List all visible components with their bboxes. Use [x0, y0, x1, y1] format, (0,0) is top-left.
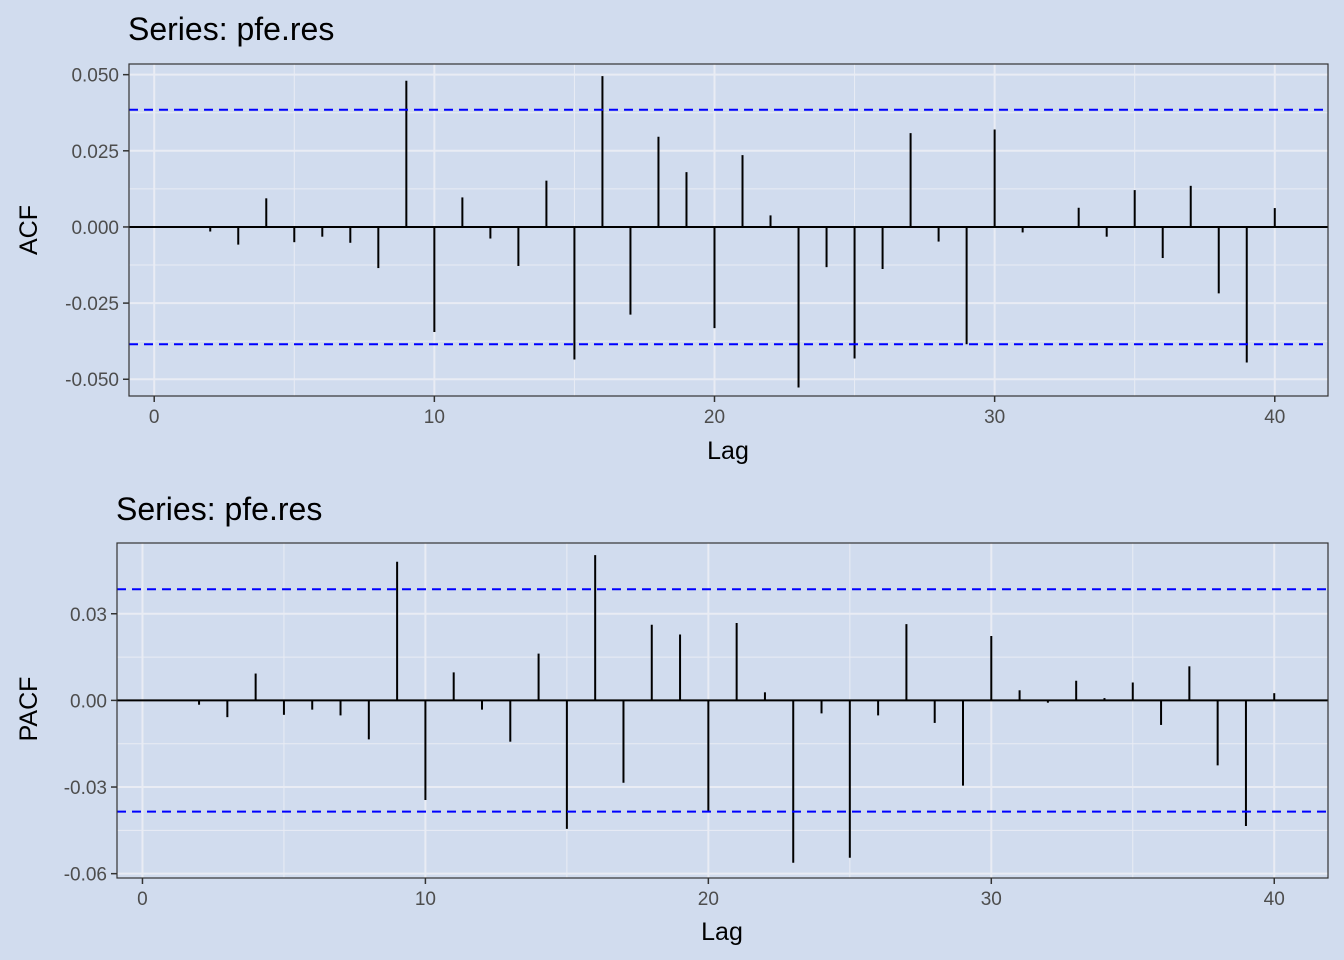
acf-panel-background: [129, 64, 1328, 396]
pacf-y-axis-label: PACF: [15, 677, 43, 742]
acf-x-tick-label: 10: [424, 407, 445, 428]
acf-panel-border: [128, 63, 1329, 397]
pacf-panel-border: [116, 542, 1329, 879]
acf-title: Series: pfe.res: [128, 11, 334, 47]
pacf-title: Series: pfe.res: [116, 491, 322, 527]
acf-y-tick-label: 0.050: [71, 66, 119, 87]
acf-chart: Series: pfe.res ACF Lag 0 10 20 30 40 0.050 0.…: [15, 11, 1329, 465]
acf-y-axis-label: ACF: [15, 205, 43, 255]
pacf-x-axis-label: Lag: [701, 918, 743, 946]
pacf-plot-area: 0 10 20 30 40 0.03 0.00 -0.03 -0.06: [64, 542, 1329, 910]
acf-x-tick-label: 0: [149, 407, 160, 428]
acf-x-tick-label: 40: [1264, 407, 1285, 428]
pacf-x-tick-label: 40: [1264, 889, 1285, 910]
acf-y-tick-label: -0.025: [65, 294, 119, 315]
pacf-x-tick-label: 30: [981, 889, 1002, 910]
pacf-y-tick-label: -0.03: [64, 778, 107, 799]
acf-y-tick-label: 0.000: [71, 218, 119, 239]
pacf-chart: Series: pfe.res PACF Lag 0 10 20 30 40 0.03 0.…: [15, 491, 1329, 946]
pacf-x-tick-label: 20: [698, 889, 719, 910]
acf-x-tick-label: 30: [984, 407, 1005, 428]
acf-plot-area: 0 10 20 30 40 0.050 0.025 0.000 -0.025 -0.050: [65, 63, 1329, 428]
pacf-panel-background: [117, 543, 1328, 878]
acf-y-tick-label: -0.050: [65, 370, 119, 391]
acf-y-tick-label: 0.025: [71, 142, 119, 163]
pacf-y-tick-label: 0.03: [70, 605, 107, 626]
pacf-x-tick-label: 10: [415, 889, 436, 910]
acf-x-axis-label: Lag: [707, 437, 749, 465]
pacf-x-tick-label: 0: [137, 889, 148, 910]
pacf-y-tick-label: 0.00: [70, 691, 107, 712]
acf-x-tick-label: 20: [704, 407, 725, 428]
pacf-y-tick-label: -0.06: [64, 865, 107, 886]
